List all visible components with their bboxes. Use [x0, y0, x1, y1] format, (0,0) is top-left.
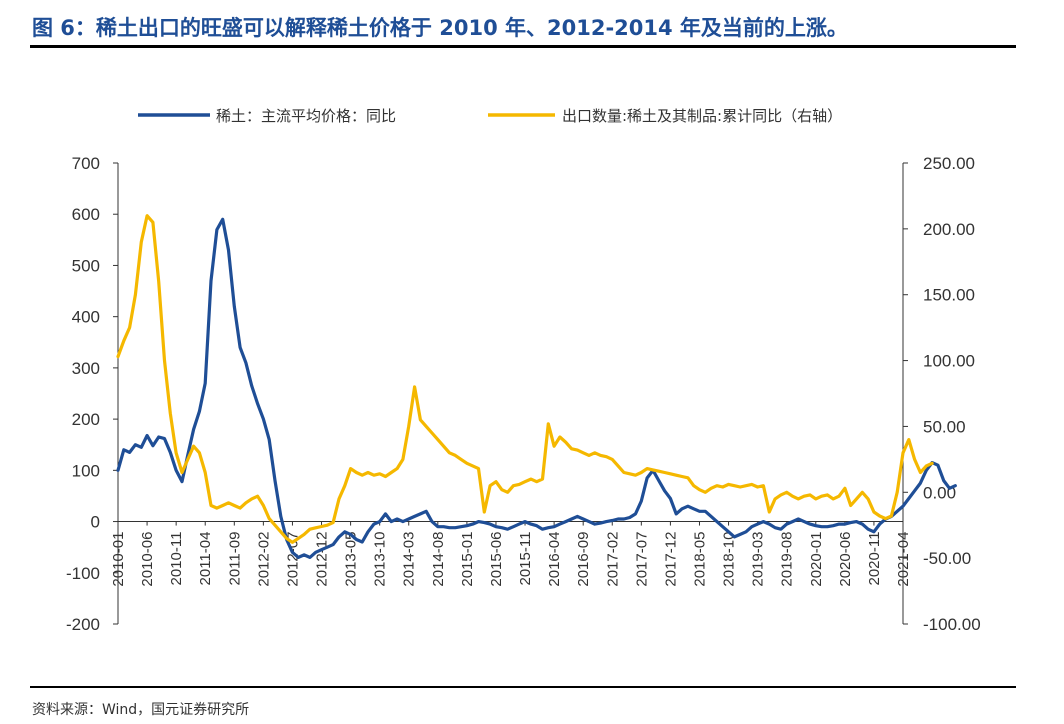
x-tick-label: 2017-12 [662, 532, 679, 587]
x-tick-label: 2013-10 [372, 532, 389, 587]
left-tick-label: 600 [72, 205, 100, 224]
x-tick-label: 2021-04 [895, 532, 912, 587]
x-tick-label: 2018-10 [721, 532, 738, 587]
right-tick-label: -50.00 [923, 549, 971, 568]
right-tick-label: 50.00 [923, 417, 966, 436]
x-tick-label: 2010-11 [168, 532, 185, 586]
left-tick-label: 0 [91, 513, 100, 532]
right-tick-label: 200.00 [923, 220, 975, 239]
x-tick-label: 2012-12 [314, 532, 331, 587]
x-tick-label: 2014-03 [401, 532, 418, 587]
left-tick-label: 500 [72, 256, 100, 275]
bottom-rule [30, 686, 1016, 688]
x-tick-label: 2020-11 [866, 532, 883, 586]
right-tick-label: -100.00 [923, 615, 981, 634]
x-tick-label: 2015-11 [517, 532, 534, 586]
x-tick-label: 2012-02 [255, 532, 272, 587]
figure-title: 图 6：稀土出口的旺盛可以解释稀土价格于 2010 年、2012-2014 年及… [32, 16, 848, 40]
x-tick-label: 2015-06 [488, 532, 505, 587]
x-tick-label: 2019-03 [750, 532, 767, 587]
x-tick-label: 2019-08 [779, 532, 796, 587]
right-tick-label: 150.00 [923, 286, 975, 305]
source-note: 资料来源：Wind，国元证券研究所 [32, 702, 250, 718]
x-tick-label: 2010-01 [110, 532, 127, 587]
x-tick-label: 2020-06 [837, 532, 854, 587]
right-tick-label: 100.00 [923, 352, 975, 371]
left-tick-label: -100 [66, 564, 100, 583]
x-tick-label: 2017-02 [604, 532, 621, 587]
x-tick-label: 2017-07 [633, 532, 650, 587]
left-tick-label: -200 [66, 615, 100, 634]
left-tick-label: 300 [72, 359, 100, 378]
top-rule [30, 45, 1016, 48]
x-tick-label: 2020-01 [808, 532, 825, 587]
x-tick-label: 2011-04 [197, 532, 214, 586]
left-tick-label: 200 [72, 410, 100, 429]
x-tick-label: 2014-08 [430, 532, 447, 587]
x-tick-label: 2010-06 [139, 532, 156, 587]
x-tick-label: 2015-01 [459, 532, 476, 587]
left-tick-label: 400 [72, 308, 100, 327]
left-tick-label: 700 [72, 154, 100, 173]
x-tick-label: 2018-05 [691, 532, 708, 587]
x-tick-label: 2013-05 [343, 532, 360, 587]
left-tick-label: 100 [72, 461, 100, 480]
series-line-export-yoy [116, 214, 934, 544]
right-tick-label: 250.00 [923, 154, 975, 173]
legend-item-price-yoy-label: 稀土：主流平均价格：同比 [216, 107, 396, 125]
x-tick-label: 2011-09 [226, 532, 243, 586]
series-line-price-yoy [116, 217, 957, 559]
x-tick-label: 2016-04 [546, 532, 563, 587]
x-tick-label: 2016-09 [575, 532, 592, 587]
legend-item-export-yoy-label: 出口数量:稀土及其制品:累计同比（右轴） [562, 107, 842, 125]
